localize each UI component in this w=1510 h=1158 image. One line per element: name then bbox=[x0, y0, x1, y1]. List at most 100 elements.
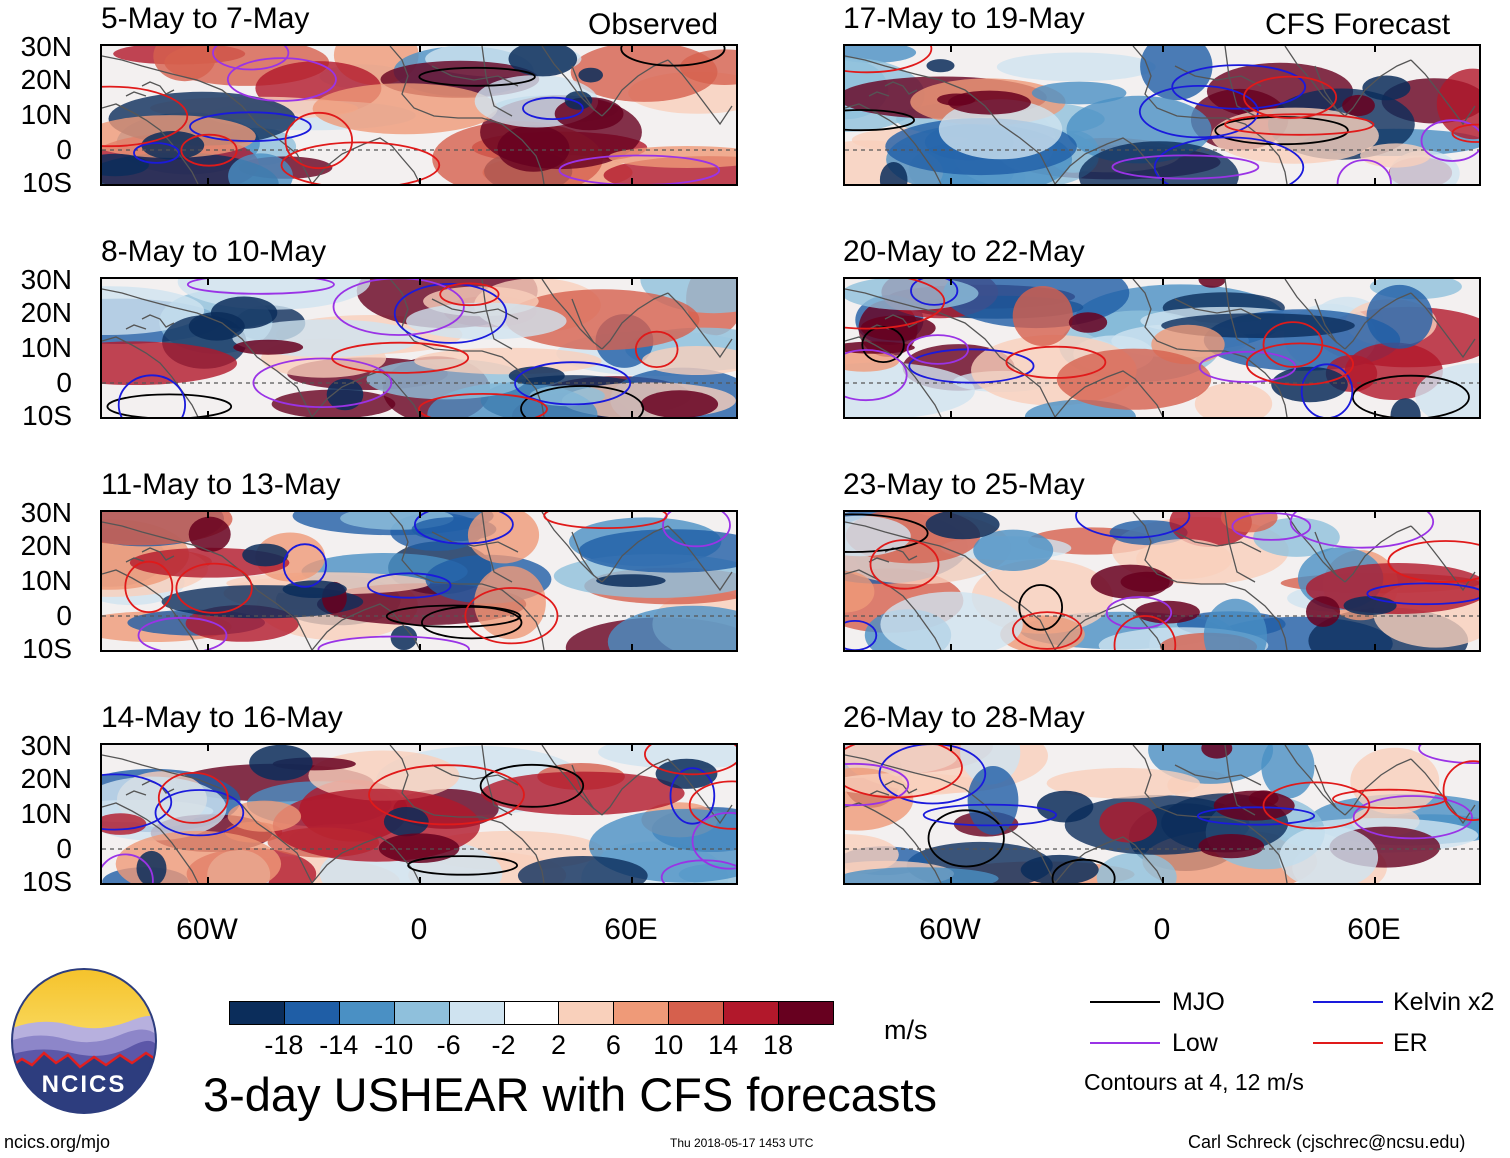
coastline bbox=[1344, 59, 1412, 117]
shear-core bbox=[1343, 596, 1397, 616]
shear-area bbox=[607, 605, 736, 650]
coastline bbox=[102, 521, 313, 650]
colorbar-label: -14 bbox=[319, 1030, 359, 1060]
coastline bbox=[1174, 298, 1262, 320]
coastline bbox=[1132, 512, 1288, 650]
legend-er-label: ER bbox=[1393, 1029, 1428, 1057]
shear-area bbox=[228, 153, 293, 184]
low-contour bbox=[212, 46, 290, 71]
map-panel-observed-4 bbox=[100, 743, 738, 885]
shear-core bbox=[640, 390, 719, 417]
lat-label-20n-row2: 20N bbox=[20, 297, 72, 328]
shear-area bbox=[505, 289, 700, 351]
coastline bbox=[102, 103, 199, 184]
shear-core bbox=[242, 543, 289, 567]
shear-core bbox=[1306, 596, 1340, 627]
lon-tick bbox=[1374, 644, 1376, 652]
lon-label-left-0: 0 bbox=[410, 913, 428, 946]
mjo-contour bbox=[845, 109, 915, 132]
colorbar-label: -10 bbox=[374, 1030, 414, 1060]
coastline bbox=[481, 279, 513, 350]
lon-tick bbox=[950, 644, 952, 652]
lon-tick bbox=[1374, 411, 1376, 419]
lat-label-10n-row2: 10N bbox=[20, 332, 72, 363]
coastline bbox=[1314, 531, 1338, 577]
low-contour bbox=[558, 154, 721, 184]
lat-label-30n-row1: 30N bbox=[20, 31, 72, 62]
mjo-contour bbox=[479, 763, 585, 808]
shear-area bbox=[1109, 520, 1188, 546]
colorbar-segment bbox=[338, 1001, 395, 1025]
lon-tick bbox=[419, 277, 421, 285]
coastline bbox=[311, 137, 421, 184]
lat-label-20n-row4: 20N bbox=[20, 763, 72, 794]
lon-tick bbox=[950, 411, 952, 419]
shear-area bbox=[996, 52, 1156, 82]
panel-title-left-4: 14-May to 16-May bbox=[101, 701, 343, 734]
shear-core bbox=[326, 378, 364, 411]
shear-core bbox=[383, 807, 429, 837]
kelvin-contour bbox=[669, 767, 716, 825]
shear-core bbox=[1198, 279, 1226, 288]
coastline bbox=[667, 525, 733, 592]
legend-mjo-line bbox=[1090, 1001, 1160, 1003]
coastline bbox=[141, 314, 175, 328]
legend-low-line bbox=[1090, 1042, 1160, 1044]
ncics-logo-graphic bbox=[11, 968, 157, 1114]
shear-map bbox=[102, 745, 736, 883]
er-contour bbox=[180, 133, 238, 167]
lat-label-20n-row3: 20N bbox=[20, 530, 72, 561]
coastline bbox=[389, 745, 545, 883]
er-contour bbox=[1332, 788, 1448, 810]
coastline bbox=[1054, 603, 1164, 650]
er-contour bbox=[284, 111, 353, 170]
coastline bbox=[141, 547, 175, 561]
coastline bbox=[1344, 292, 1412, 350]
coastline bbox=[389, 512, 545, 650]
coastline bbox=[1132, 745, 1288, 883]
lon-tick bbox=[950, 877, 952, 885]
low-contour bbox=[102, 853, 154, 883]
coastline bbox=[868, 790, 890, 796]
mjo-contour bbox=[520, 385, 645, 417]
legend-kelvin-line bbox=[1313, 1001, 1383, 1003]
observed-header: Observed bbox=[588, 8, 719, 41]
map-panel-observed-2 bbox=[100, 277, 738, 419]
shear-core bbox=[879, 162, 908, 184]
coastline bbox=[311, 603, 421, 650]
colorbar-label: 14 bbox=[708, 1030, 739, 1060]
shear-area bbox=[497, 125, 570, 172]
coastline bbox=[1224, 279, 1256, 350]
coastline bbox=[431, 531, 519, 553]
colorbar-segment bbox=[283, 1001, 340, 1025]
shear-core bbox=[1036, 790, 1094, 823]
lat-label-10s-row2: 10S bbox=[22, 400, 72, 431]
lon-tick bbox=[207, 644, 209, 652]
er-contour bbox=[368, 764, 525, 826]
lon-tick bbox=[950, 743, 952, 751]
shear-area bbox=[973, 529, 1054, 571]
mjo-contour bbox=[1351, 374, 1470, 417]
er-contour bbox=[1245, 342, 1354, 386]
legend-er-line bbox=[1313, 1042, 1383, 1044]
er-contour bbox=[1243, 75, 1338, 119]
shear-core bbox=[1020, 854, 1099, 883]
shear-core bbox=[188, 516, 231, 552]
lon-tick bbox=[631, 743, 633, 751]
coastline bbox=[601, 525, 669, 583]
er-contour bbox=[1011, 611, 1083, 650]
coastline bbox=[1224, 512, 1256, 583]
footer-url[interactable]: ncics.org/mjo bbox=[4, 1132, 111, 1152]
colorbar-label: 10 bbox=[653, 1030, 684, 1060]
coastline bbox=[1132, 279, 1288, 417]
low-contour bbox=[845, 762, 910, 807]
coastline bbox=[845, 521, 1056, 650]
lon-tick bbox=[207, 277, 209, 285]
kelvin-contour bbox=[910, 279, 959, 306]
shear-map bbox=[845, 46, 1479, 184]
shear-area bbox=[845, 570, 875, 613]
coastline bbox=[1174, 531, 1262, 553]
lon-tick bbox=[631, 411, 633, 419]
shear-core bbox=[1090, 564, 1170, 599]
kelvin-contour bbox=[1300, 363, 1354, 417]
